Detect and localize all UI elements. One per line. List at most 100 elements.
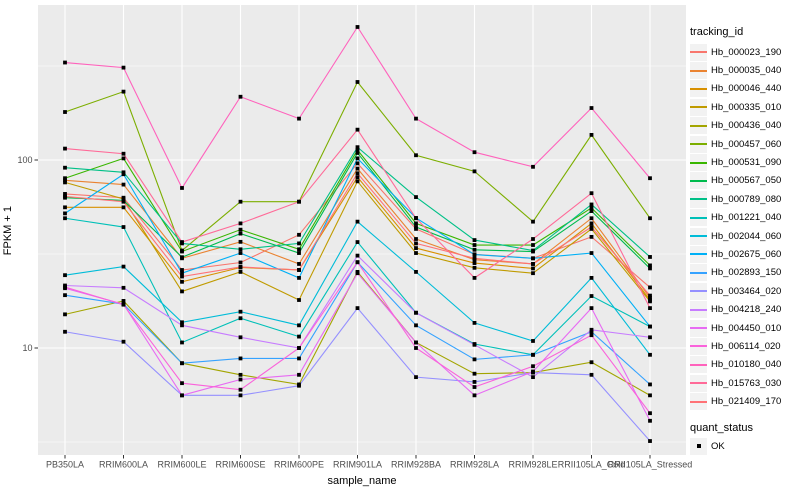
data-point [648, 418, 652, 423]
series-color-line-icon [690, 216, 707, 219]
data-point [589, 225, 594, 229]
data-point [648, 295, 652, 300]
data-point [238, 251, 243, 255]
data-point [414, 340, 418, 345]
legend-title-quant-status: quant_status [690, 421, 753, 434]
data-point [121, 225, 126, 229]
data-point [121, 285, 126, 290]
data-point [648, 411, 652, 416]
data-point [648, 255, 652, 259]
data-point [238, 335, 243, 340]
legend-item-label: Hb_004218_240 [711, 304, 782, 316]
data-point [414, 269, 418, 274]
data-point [648, 285, 652, 290]
data-point [589, 306, 594, 311]
legend-item: Hb_000046_440 [690, 80, 800, 98]
legend-item: Hb_003464_020 [690, 282, 800, 300]
data-point [297, 268, 301, 272]
data-point [648, 176, 652, 181]
legend-item: Hb_006114_020 [690, 337, 800, 355]
legend-item: Hb_000023_190 [690, 43, 800, 61]
data-point [238, 239, 243, 244]
data-point [121, 264, 126, 269]
series-color-line-icon [690, 345, 707, 348]
data-point [648, 263, 652, 268]
data-point [180, 240, 184, 244]
series-color-line-icon [690, 143, 707, 146]
legend-item: Hb_000457_060 [690, 135, 800, 153]
data-point [63, 293, 67, 298]
data-point [63, 110, 67, 114]
data-point [63, 60, 67, 65]
data-point [180, 320, 184, 325]
data-point [414, 153, 418, 158]
data-point [121, 299, 126, 303]
legend-line-swatch [690, 172, 707, 190]
data-point [238, 265, 243, 269]
data-point [414, 323, 418, 328]
data-point [297, 241, 301, 246]
legend: tracking_id Hb_000023_190 Hb_000035_040 Hb… [690, 26, 800, 455]
y-axis-title-wrap: FPKM + 1 [2, 0, 14, 462]
legend-item-label: Hb_003464_020 [711, 285, 782, 297]
data-point [297, 262, 301, 266]
data-point [355, 240, 360, 244]
legend-line-swatch [690, 374, 707, 392]
x-tick-label: RRIM600PE [274, 460, 324, 470]
data-point [355, 253, 360, 258]
data-point [63, 211, 67, 216]
data-point [414, 216, 418, 221]
data-point [238, 309, 243, 314]
data-point [180, 323, 184, 328]
data-point [180, 249, 184, 254]
legend-item-label: Hb_001221_040 [711, 212, 782, 224]
series-color-line-icon [690, 253, 707, 256]
data-point [180, 361, 184, 366]
data-point [648, 293, 652, 298]
data-point [355, 219, 360, 224]
legend-item-label: Hb_000789_080 [711, 193, 782, 205]
data-point [472, 252, 477, 257]
data-point [121, 182, 126, 187]
x-tick-label: RRIM928LA [450, 460, 499, 470]
data-point [648, 439, 652, 443]
series-color-line-icon [690, 161, 707, 164]
legend-line-swatch [690, 393, 707, 411]
data-point [414, 375, 418, 380]
data-point [63, 216, 67, 221]
legend-item: Hb_004450_010 [690, 319, 800, 337]
data-point [472, 150, 477, 155]
legend-item-label: Hb_004450_010 [711, 322, 782, 334]
data-point [589, 251, 594, 255]
data-point [472, 238, 477, 242]
data-point [238, 227, 243, 232]
legend-item-label: Hb_000335_010 [711, 101, 782, 113]
data-point [121, 199, 126, 204]
legend-line-swatch [690, 245, 707, 263]
data-point [180, 289, 184, 294]
data-point [414, 241, 418, 246]
data-point [355, 161, 360, 166]
series-color-line-icon [690, 363, 707, 366]
data-point [355, 25, 360, 29]
legend-line-swatch [690, 282, 707, 300]
data-point [180, 186, 184, 190]
legend-line-swatch [690, 62, 707, 80]
data-point [121, 302, 126, 307]
chart-panel [38, 5, 686, 455]
data-point [238, 199, 243, 204]
data-point [472, 169, 477, 174]
data-point [121, 172, 126, 177]
data-point [355, 145, 360, 150]
data-point [531, 164, 535, 169]
data-point [297, 334, 301, 339]
series-color-line-icon [690, 382, 707, 385]
data-point [238, 377, 243, 382]
data-point [355, 148, 360, 152]
data-point [121, 339, 126, 344]
legend-item: Hb_002675_060 [690, 245, 800, 263]
data-point [472, 247, 477, 252]
data-point [648, 324, 652, 329]
data-point [297, 372, 301, 377]
legend-item-label: Hb_002044_060 [711, 230, 782, 242]
